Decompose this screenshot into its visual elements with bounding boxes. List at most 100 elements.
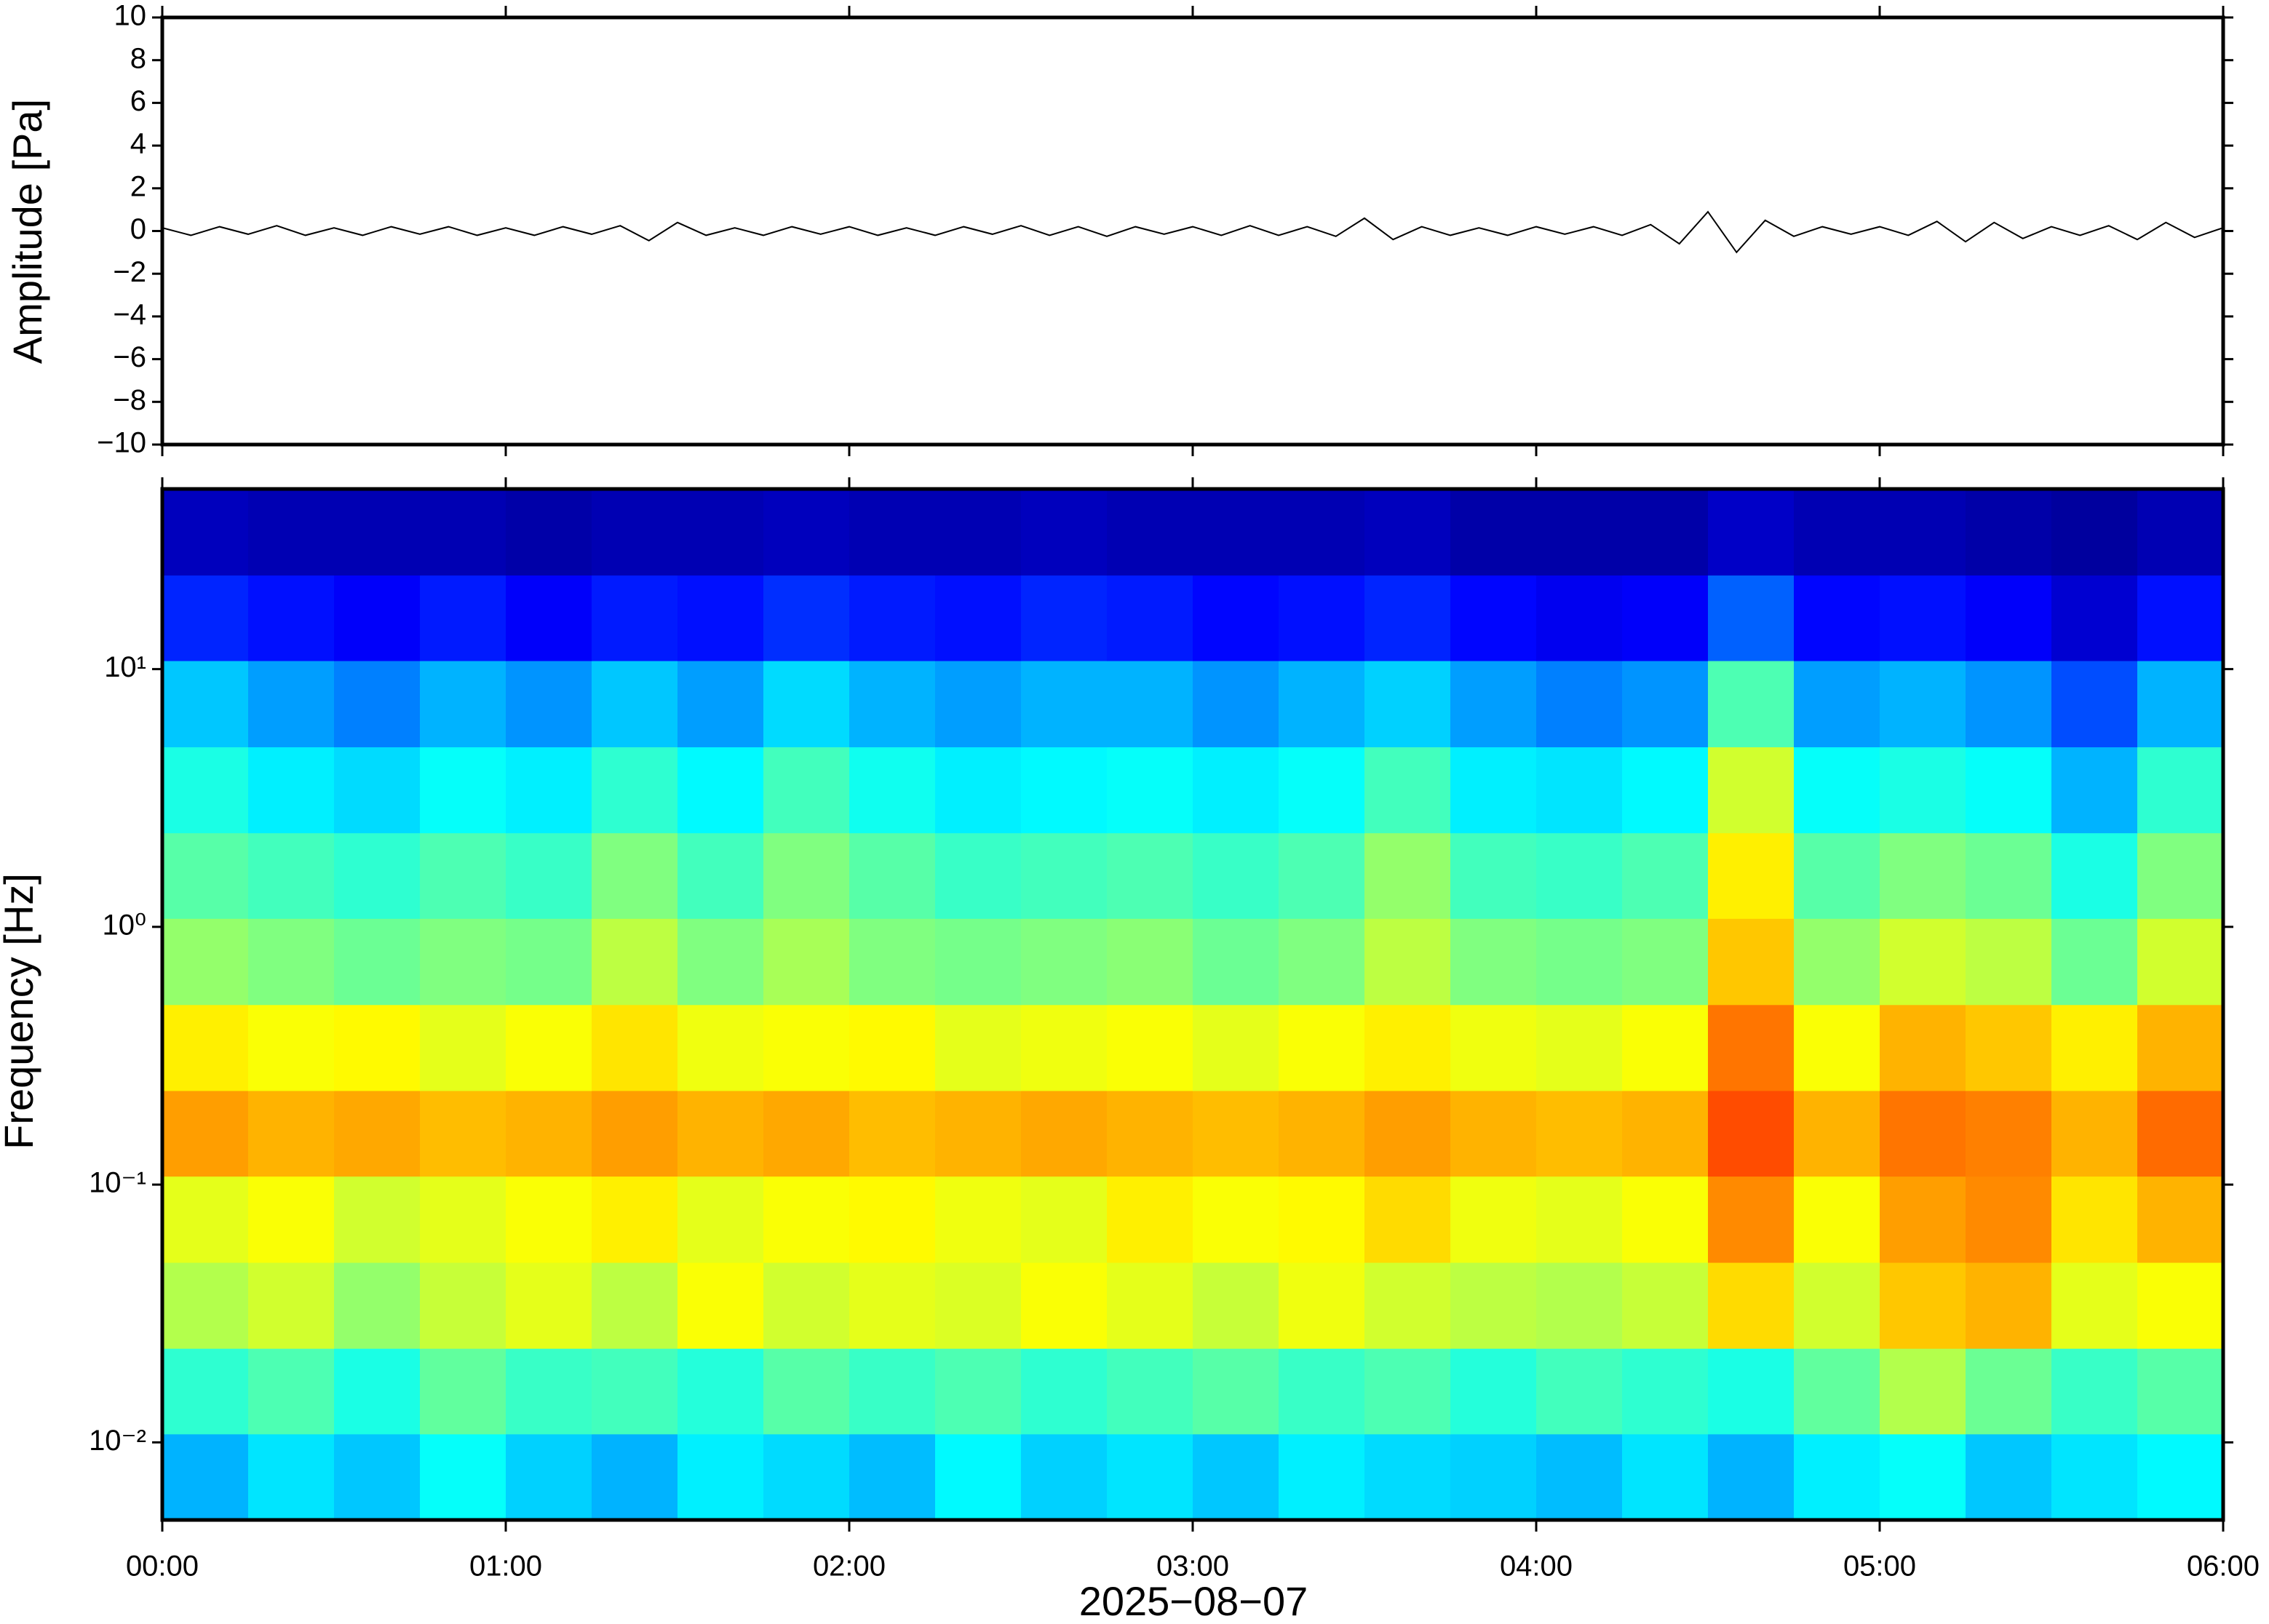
heatmap-cell xyxy=(420,1348,506,1435)
heatmap-cell xyxy=(1536,1004,1623,1091)
heatmap-cell xyxy=(1364,1348,1451,1435)
heatmap-cell xyxy=(1794,489,1880,576)
heatmap-cell xyxy=(677,1090,764,1177)
heatmap-cell xyxy=(1364,1090,1451,1177)
heatmap-cell xyxy=(2051,1433,2138,1521)
y-axis-label: Amplitude [Pa] xyxy=(4,99,50,364)
heatmap-cell xyxy=(334,1262,421,1349)
heatmap-cell xyxy=(1193,575,1279,661)
heatmap-cell xyxy=(334,918,421,1006)
heatmap-cell xyxy=(592,489,678,576)
heatmap-cell xyxy=(763,918,850,1006)
heatmap-cell xyxy=(334,1348,421,1435)
heatmap-cell xyxy=(677,575,764,661)
heatmap-cell xyxy=(1966,1348,2052,1435)
heatmap-cell xyxy=(334,1090,421,1177)
heatmap-cell xyxy=(763,1090,850,1177)
heatmap-cell xyxy=(1107,1176,1193,1263)
heatmap-cell xyxy=(162,1262,249,1349)
heatmap-cell xyxy=(1708,1433,1795,1521)
heatmap-cell xyxy=(1880,747,1966,834)
y-axis-label: Frequency [Hz] xyxy=(0,873,41,1150)
heatmap-cell xyxy=(1536,832,1623,919)
heatmap-cell xyxy=(1450,1433,1537,1521)
heatmap-cell xyxy=(2137,1262,2224,1349)
heatmap-cell xyxy=(849,1004,936,1091)
heatmap-cell xyxy=(1450,1004,1537,1091)
heatmap-cell xyxy=(1193,747,1279,834)
heatmap-cell xyxy=(420,660,506,748)
heatmap-cell xyxy=(1107,1348,1193,1435)
heatmap-cell xyxy=(592,1004,678,1091)
heatmap-cell xyxy=(248,747,335,834)
heatmap-cell xyxy=(677,1348,764,1435)
heatmap-cell xyxy=(849,1348,936,1435)
heatmap-cell xyxy=(1450,1262,1537,1349)
heatmap-cell xyxy=(849,1433,936,1521)
heatmap-cell xyxy=(1021,660,1108,748)
plot-frame xyxy=(160,15,2225,447)
heatmap-cell xyxy=(162,575,249,661)
heatmap-cell xyxy=(2137,489,2224,576)
heatmap-cell xyxy=(1279,1004,1365,1091)
heatmap-cell xyxy=(592,1348,678,1435)
heatmap-cell xyxy=(763,575,850,661)
heatmap-cell xyxy=(1193,660,1279,748)
heatmap-cell xyxy=(1021,747,1108,834)
heatmap-cell xyxy=(1794,1433,1880,1521)
x-tick-label: 00:00 xyxy=(126,1551,199,1583)
heatmap-cell xyxy=(1794,660,1880,748)
heatmap-cell xyxy=(248,1176,335,1263)
heatmap-cell xyxy=(592,918,678,1006)
heatmap-cell xyxy=(1364,918,1451,1006)
x-tick-label: 04:00 xyxy=(1500,1551,1573,1583)
heatmap-cell xyxy=(2051,1262,2138,1349)
heatmap-cell xyxy=(849,575,936,661)
y-tick-label: 10⁻² xyxy=(89,1425,146,1457)
heatmap-cell xyxy=(1279,918,1365,1006)
heatmap-cell xyxy=(506,1348,592,1435)
heatmap-cell xyxy=(1622,575,1709,661)
heatmap-cell xyxy=(1708,489,1795,576)
heatmap-cell xyxy=(1794,1090,1880,1177)
heatmap-cell xyxy=(1622,1176,1709,1263)
heatmap-cell xyxy=(248,832,335,919)
heatmap-cell xyxy=(849,918,936,1006)
heatmap-cell xyxy=(763,1348,850,1435)
heatmap-cell xyxy=(334,489,421,576)
heatmap-cell xyxy=(1880,575,1966,661)
y-tick-label: 6 xyxy=(130,85,146,117)
heatmap-cell xyxy=(1021,1433,1108,1521)
heatmap-cell xyxy=(420,489,506,576)
heatmap-cell xyxy=(1708,747,1795,834)
heatmap-cell xyxy=(1708,1348,1795,1435)
heatmap-cell xyxy=(677,1433,764,1521)
heatmap-cell xyxy=(1193,1262,1279,1349)
heatmap-cell xyxy=(1279,575,1365,661)
heatmap-cell xyxy=(592,575,678,661)
heatmap-cell xyxy=(2051,1176,2138,1263)
heatmap-cell xyxy=(1193,1004,1279,1091)
y-tick-label: 10⁰ xyxy=(102,909,146,941)
heatmap-cell xyxy=(1536,1433,1623,1521)
heatmap-cell xyxy=(506,1004,592,1091)
heatmap-cell xyxy=(248,660,335,748)
heatmap-cell xyxy=(1193,1348,1279,1435)
heatmap-cell xyxy=(935,1176,1022,1263)
heatmap-cell xyxy=(1966,747,2052,834)
heatmap-cell xyxy=(1279,489,1365,576)
heatmap-cell xyxy=(1450,575,1537,661)
heatmap-cell xyxy=(162,1176,249,1263)
heatmap-cell xyxy=(1880,1262,1966,1349)
heatmap-cell xyxy=(420,1176,506,1263)
heatmap-cell xyxy=(1364,1176,1451,1263)
heatmap-cell xyxy=(1966,575,2052,661)
heatmap-cell xyxy=(763,660,850,748)
heatmap-cell xyxy=(677,1262,764,1349)
heatmap-cell xyxy=(1021,832,1108,919)
heatmap-cell xyxy=(1622,832,1709,919)
heatmap-cell xyxy=(506,660,592,748)
heatmap-cell xyxy=(935,1348,1022,1435)
y-tick-label: −2 xyxy=(113,256,146,288)
heatmap-cell xyxy=(506,918,592,1006)
